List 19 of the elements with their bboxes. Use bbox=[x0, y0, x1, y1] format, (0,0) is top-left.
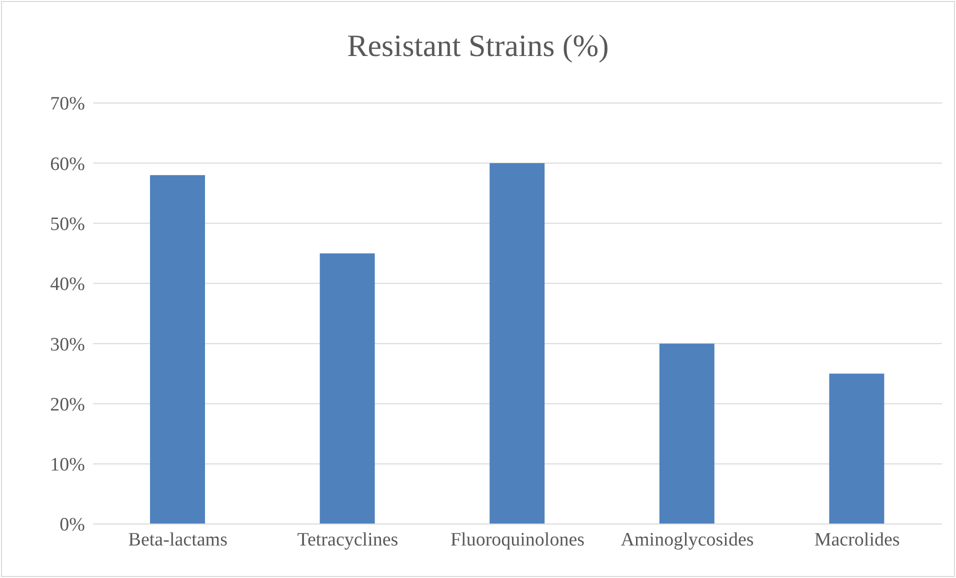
y-tick-label: 70% bbox=[50, 94, 86, 115]
x-tick-label: Tetracyclines bbox=[297, 529, 398, 550]
y-tick-label: 40% bbox=[50, 274, 86, 296]
y-tick-label: 50% bbox=[50, 214, 86, 236]
x-tick-label: Macrolides bbox=[814, 529, 900, 550]
x-tick-label: Fluoroquinolones bbox=[450, 529, 585, 550]
y-tick-label: 30% bbox=[50, 334, 86, 356]
y-tick-label: 10% bbox=[50, 454, 86, 476]
chart-title: Resistant Strains (%) bbox=[346, 28, 610, 64]
bar bbox=[829, 374, 884, 524]
y-tick-label: 20% bbox=[50, 394, 86, 416]
bar bbox=[320, 253, 375, 524]
x-tick-label: Aminoglycosides bbox=[620, 529, 754, 550]
bar bbox=[490, 163, 545, 524]
bar bbox=[659, 344, 714, 524]
y-tick-label: 0% bbox=[60, 514, 86, 536]
x-tick-label: Beta-lactams bbox=[128, 529, 228, 550]
bar bbox=[150, 175, 205, 524]
y-tick-label: 60% bbox=[50, 154, 86, 175]
